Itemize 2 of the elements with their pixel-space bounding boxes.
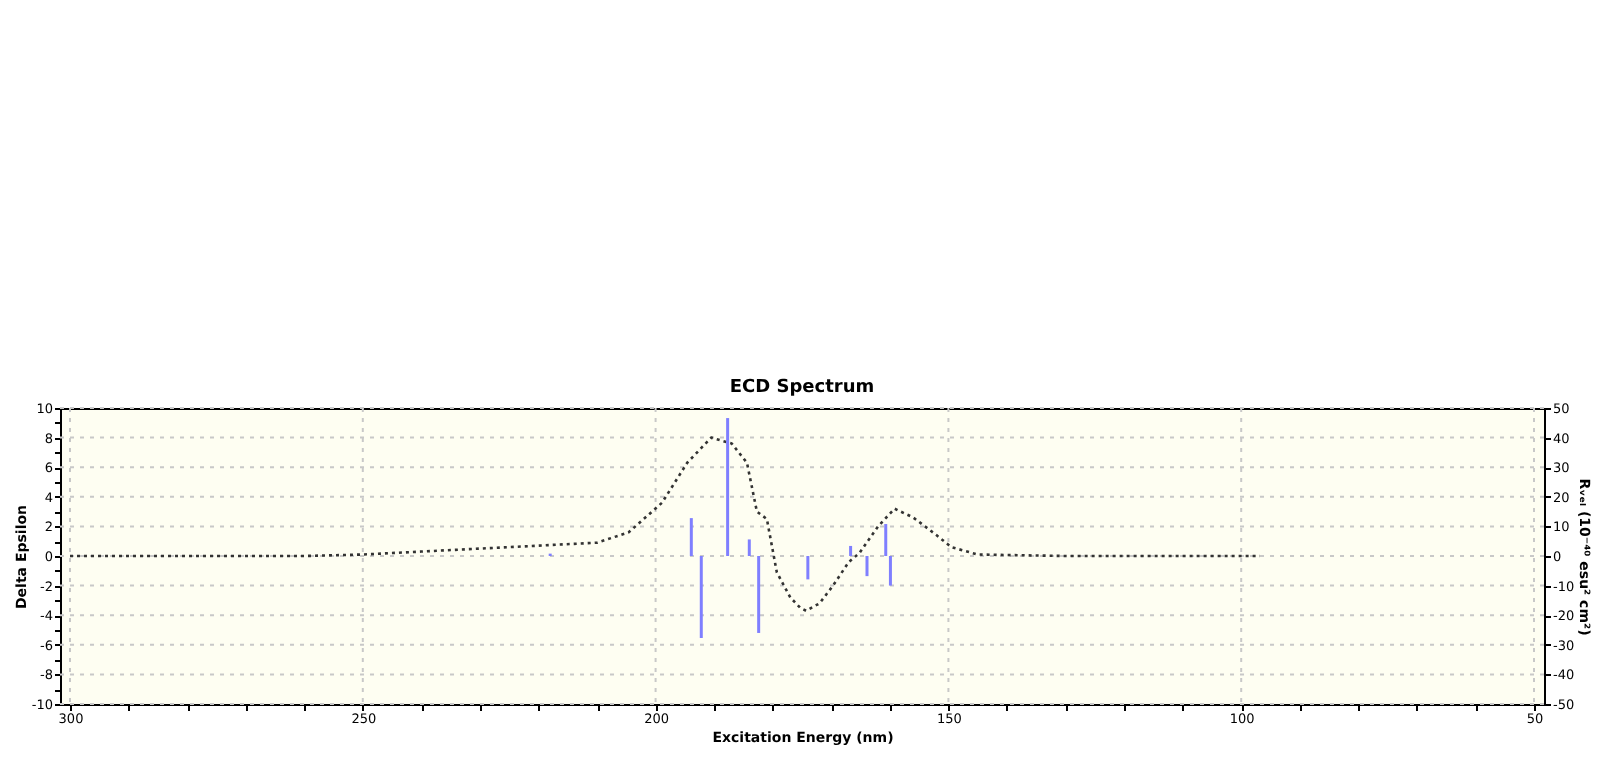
chart-title: ECD Spectrum <box>729 378 875 398</box>
line-series <box>68 436 1262 613</box>
